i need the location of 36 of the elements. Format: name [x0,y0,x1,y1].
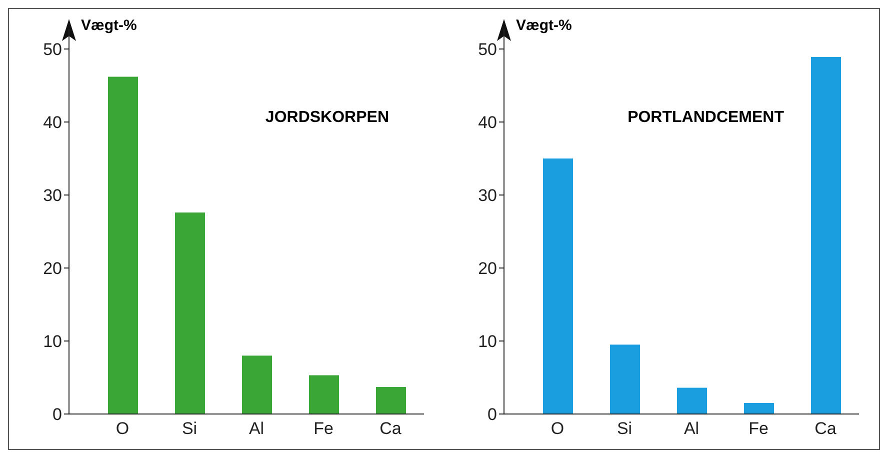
bar [376,386,406,414]
bar [108,76,138,414]
x-tick-label: Si [616,419,632,438]
x-tick-label: Ca [380,419,402,438]
y-tick-label: 10 [478,332,497,352]
y-tick-label: 30 [478,186,497,206]
bar [175,212,205,414]
bar [610,344,640,414]
x-tick-label: Fe [748,419,768,438]
bar [543,158,573,414]
y-tick-label: 0 [52,405,62,424]
y-tick-label: 20 [478,259,497,278]
x-tick-label: Si [182,419,198,438]
bar [744,403,774,414]
bar [242,356,272,414]
text: PORTLANDCEMENT [628,109,784,126]
text: JORDSKORPEN [265,109,389,126]
y-tick-label: 30 [43,186,62,206]
bar [309,375,339,414]
x-tick-label: Al [684,419,700,438]
bar [811,57,841,414]
y-tick-label: 0 [488,405,497,424]
x-tick-label: O [550,419,564,438]
y-tick-label: 20 [43,259,62,278]
y-tick-label: 40 [43,113,62,132]
y-axis-title: Vægt-% [81,17,137,34]
x-tick-label: Fe [314,419,334,438]
x-tick-label: Al [248,419,264,438]
y-axis-title: Vægt-% [516,17,572,34]
y-tick-label: 10 [43,332,62,352]
y-tick-label: 50 [43,40,62,60]
y-tick-label: 50 [478,40,497,60]
y-tick-label: 40 [478,113,497,132]
bar [677,388,707,414]
x-tick-label: Ca [814,419,837,438]
x-tick-label: O [116,419,130,438]
